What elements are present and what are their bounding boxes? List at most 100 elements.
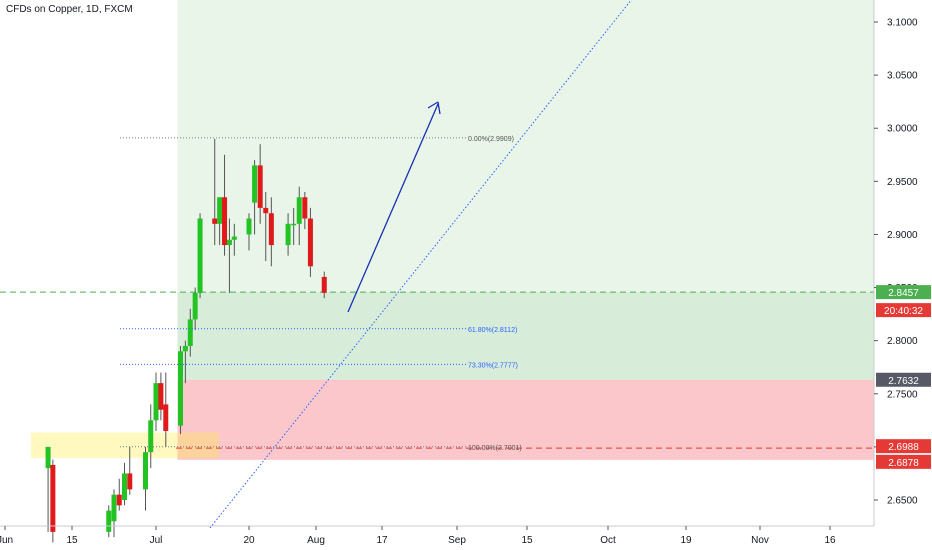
price-tick-label: 2.7500 [887, 389, 918, 400]
price-tags: 2.8457 20:40:32 2.7632 2.6988 2.6878 [876, 285, 931, 469]
risk-reward-zones [177, 0, 874, 460]
countdown-tag-bg [876, 303, 931, 318]
candle [321, 271, 327, 299]
candle-body [50, 464, 56, 532]
stop-price-tag-2-bg [876, 454, 931, 469]
candle [217, 197, 223, 246]
candle [212, 138, 218, 246]
candle [257, 144, 263, 224]
chart-overlays [0, 291, 874, 459]
stop-price-tag-1-text: 2.6988 [888, 442, 919, 453]
candle-body [291, 223, 297, 226]
candle [263, 191, 269, 261]
candle [106, 505, 112, 538]
candle-body [148, 420, 154, 453]
candle-body [177, 351, 183, 426]
stop-price-tag-2: 2.6878 [876, 454, 931, 469]
candle [246, 213, 252, 251]
candle [192, 287, 198, 331]
candle-body [192, 292, 198, 320]
candle [307, 207, 313, 277]
time-tick-label: Sep [448, 535, 466, 546]
candle-body [246, 218, 252, 235]
candle-body [217, 197, 223, 224]
price-tick-label: 2.8000 [887, 336, 918, 347]
candle-body [143, 452, 148, 490]
candle [122, 462, 127, 506]
fibonacci-levels: 0.00%(2.9909) 61.80%(2.8112) 73.30%(2.7777… [120, 136, 522, 452]
loss-zone [177, 379, 874, 460]
current-price-tag-text: 2.8457 [888, 288, 919, 299]
candle [45, 446, 51, 532]
price-tick-label: 3.1000 [887, 18, 918, 29]
candle [222, 154, 228, 256]
candle-body [268, 213, 274, 246]
candle-body [257, 165, 263, 208]
candle-body [285, 223, 291, 246]
candle [252, 160, 258, 235]
current-price-tag: 2.8457 [876, 285, 931, 300]
candle-body [307, 218, 313, 267]
candle-body [302, 197, 308, 219]
candle-body [296, 197, 302, 224]
candle-body [163, 404, 169, 431]
candle [158, 372, 164, 421]
candle [50, 459, 56, 543]
time-tick-label: Aug [307, 535, 325, 546]
candle [182, 340, 188, 384]
time-tick-label: Jul [150, 535, 163, 546]
zone-boundary-tag-bg [876, 372, 931, 387]
candle [148, 404, 154, 469]
candle [143, 446, 148, 511]
candle-body [127, 473, 133, 490]
candle-body [116, 494, 122, 506]
stop-price-tag-1: 2.6988 [876, 439, 931, 454]
candle [163, 372, 169, 447]
candle-body [222, 197, 228, 246]
time-tick-label: 20 [243, 535, 255, 546]
fib-level-label: 73.30%(2.7777) [468, 362, 518, 369]
candle-body [158, 383, 164, 410]
stop-price-tag-1-bg [876, 439, 931, 454]
time-tick-label: 15 [66, 535, 78, 546]
candle [226, 218, 232, 293]
countdown-tag-text: 20:40:32 [884, 306, 923, 317]
forecast-arrow-head [427, 101, 441, 115]
time-tick-label: Jun [0, 535, 13, 546]
time-tick-label: 17 [376, 535, 388, 546]
time-tick-label: 16 [824, 535, 836, 546]
zone-boundary-tag: 2.7632 [876, 372, 931, 387]
profit-zone-lower [177, 292, 874, 380]
price-tick-label: 3.0000 [887, 124, 918, 135]
candle [127, 446, 133, 495]
support-highlight-box [31, 432, 219, 459]
drawing-tools [209, 0, 632, 529]
current-price-tag-bg [876, 285, 931, 300]
candle [177, 345, 183, 435]
candle [268, 197, 274, 267]
candle-body [182, 345, 188, 352]
symbol-title: CFDs on Copper, 1D, FXCM [6, 4, 133, 15]
price-tick-label: 3.0500 [887, 71, 918, 82]
profit-zone-upper [177, 0, 874, 293]
price-tick-label: 2.6500 [887, 496, 918, 507]
candle [231, 223, 237, 256]
fib-level-label: 61.80%(2.8112) [468, 327, 517, 334]
candlestick-series [45, 138, 327, 543]
candle-body [187, 319, 193, 346]
zone-boundary-tag-text: 2.7632 [888, 376, 919, 387]
candle [187, 308, 193, 357]
candle-body [212, 218, 218, 224]
candle-body [226, 239, 232, 246]
candle-body [231, 236, 237, 240]
price-tick-label: 2.9000 [887, 230, 918, 241]
time-tick-label: Oct [600, 535, 616, 546]
candle [197, 213, 203, 299]
candle-body [122, 473, 127, 500]
countdown-tag: 20:40:32 [876, 303, 931, 318]
candle-body [111, 494, 117, 522]
time-tick-label: Nov [751, 535, 769, 546]
price-tick-label: 2.9500 [887, 177, 918, 188]
candle-body [263, 207, 269, 214]
